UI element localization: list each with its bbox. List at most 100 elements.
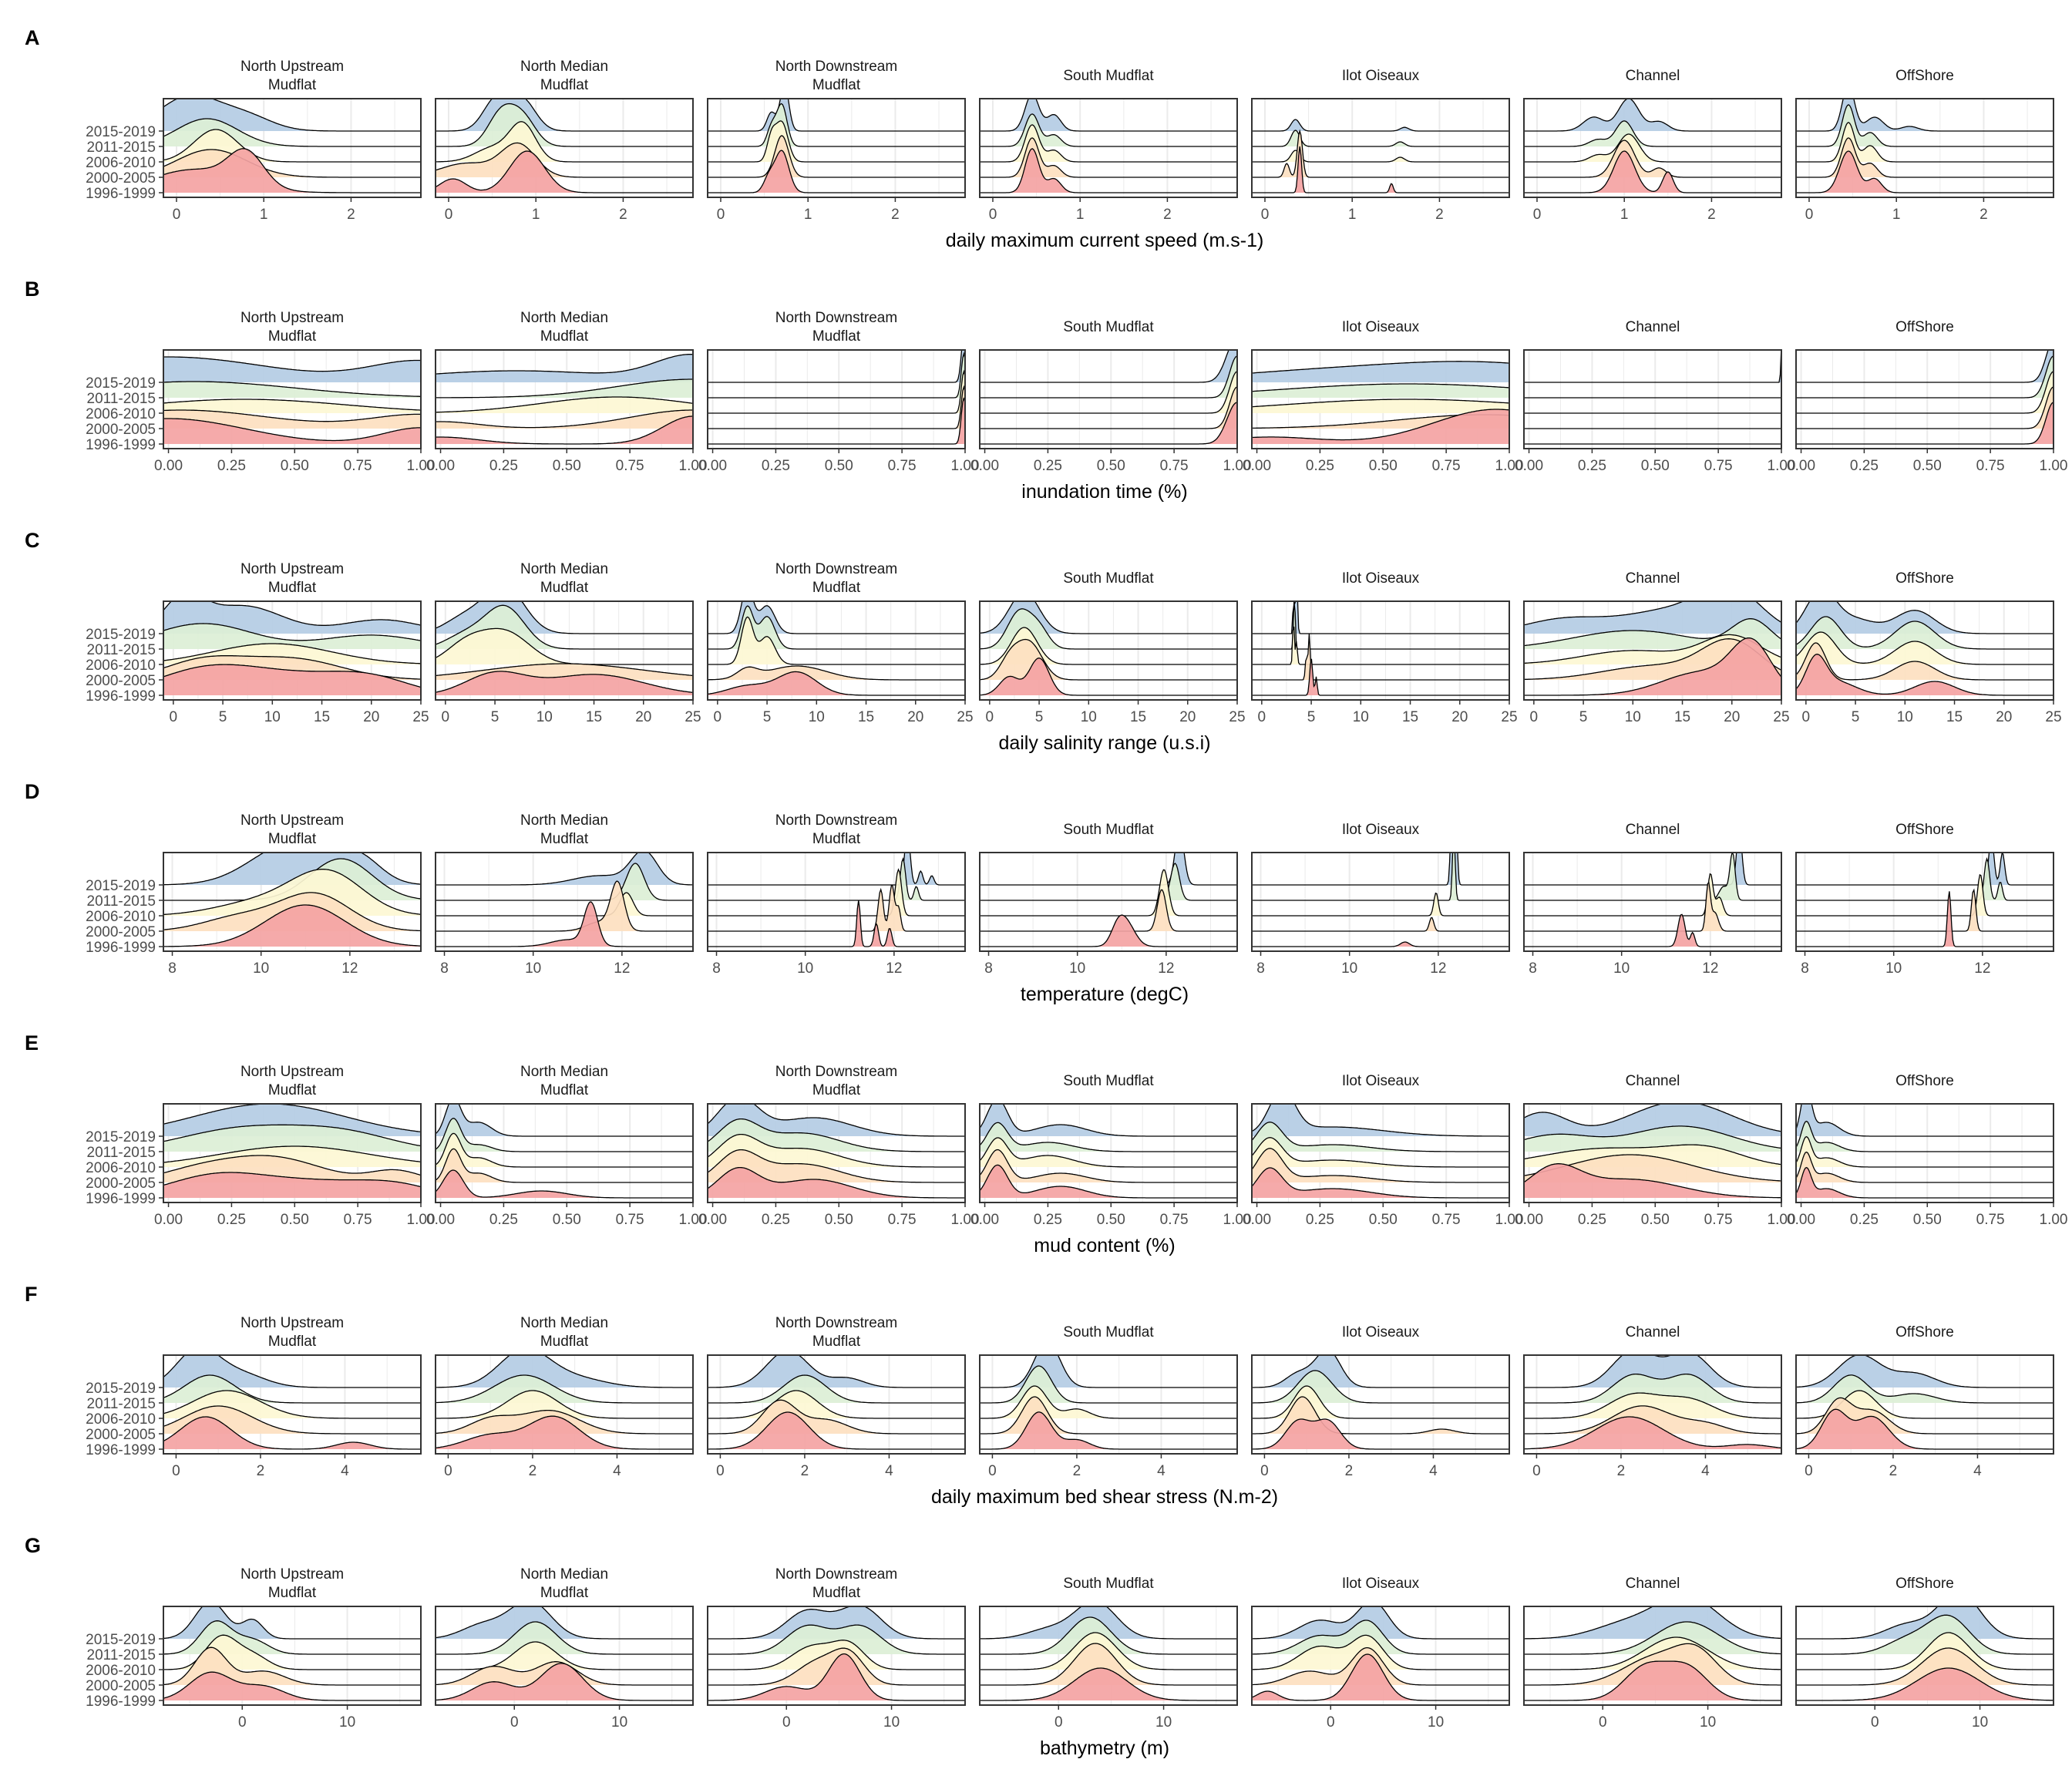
facet-strip-title: North Upstream <box>240 59 344 75</box>
ridge-line-2015-2019 <box>1252 361 1509 374</box>
y-tick-label: 1996-1999 <box>86 1694 156 1710</box>
ridge-line-2015-2019 <box>1796 1355 2054 1388</box>
panel-border <box>163 1606 422 1706</box>
ridge-line-1996-1999 <box>1796 402 2054 445</box>
facet-2: North Downstream Mudflat 0.00 0.25 0.50 0.75 1… <box>698 310 979 474</box>
facet-strip-title: OffShore <box>1895 1576 1954 1592</box>
x-tick-label: 0 <box>1327 1714 1335 1731</box>
panel-border <box>163 1354 422 1455</box>
ridge-line-2011-2015 <box>163 1124 421 1147</box>
ridge-fill-2011-2015 <box>980 863 1237 900</box>
ridge-line-2006-2010 <box>1796 873 2054 917</box>
ridge-line-1996-1999 <box>708 900 965 947</box>
panel-border <box>707 349 966 449</box>
facet-6: OffShore 8 10 12 <box>1795 822 2054 977</box>
ridge-line-2006-2010 <box>980 627 1237 665</box>
facet-strip-title: South Mudflat <box>1063 1073 1154 1089</box>
panel-border <box>1251 600 1510 701</box>
x-tick-label: 10 <box>264 709 281 725</box>
ridge-line-2006-2010 <box>980 371 1237 414</box>
panel-border <box>1795 600 2054 701</box>
x-axis-title: bathymetry (m) <box>1040 1737 1169 1759</box>
x-tick-label: 1 <box>1892 207 1901 223</box>
ridge-fill-2000-2005 <box>980 1643 1237 1685</box>
facet-3: South Mudflat 0 2 4 <box>979 1324 1238 1479</box>
facet-strip-title: Ilot Oiseaux <box>1342 1324 1420 1340</box>
facet-strip-title: North Downstream <box>775 1566 897 1583</box>
x-tick-label: 0.00 <box>426 1212 455 1228</box>
x-tick-label: 15 <box>1130 709 1146 725</box>
x-tick-label: 0.25 <box>1306 1212 1334 1228</box>
ridge-line-2015-2019 <box>163 1355 421 1388</box>
x-tick-label: 1.00 <box>1495 458 1524 474</box>
x-tick-label: 0.25 <box>1306 458 1334 474</box>
facet-6: OffShore 0 5 10 15 20 25 <box>1795 570 2062 725</box>
x-tick-label: 10 <box>525 960 541 977</box>
x-tick-label: 0.00 <box>1787 1212 1815 1228</box>
panel-letter: G <box>25 1534 41 1557</box>
ridges <box>163 1355 421 1450</box>
ridges <box>1252 361 1509 444</box>
x-tick-label: 20 <box>363 709 379 725</box>
ridge-line-2011-2015 <box>980 1616 1237 1655</box>
ridge-line-1996-1999 <box>980 1164 1237 1199</box>
ridge-line-2000-2005 <box>163 1155 421 1176</box>
ridge-fill-2006-2010 <box>1796 632 2054 664</box>
x-tick-label: 12 <box>1158 960 1174 977</box>
x-tick-label: 0.75 <box>344 1212 372 1228</box>
ridge-line-2011-2015 <box>980 863 1237 901</box>
ridge-line-2006-2010 <box>1524 634 1781 664</box>
facet-strip-title: North Median <box>520 310 608 326</box>
ridge-fill-1996-1999 <box>163 905 421 947</box>
ridge-line-2011-2015 <box>1252 1370 1509 1404</box>
panel-border <box>1251 349 1510 449</box>
ridge-line-2011-2015 <box>1252 1122 1509 1152</box>
x-tick-label: 0.50 <box>825 458 853 474</box>
facet-strip-title: Channel <box>1626 822 1680 838</box>
ridge-fill-2006-2010 <box>708 617 965 664</box>
x-tick-label: 5 <box>491 709 500 725</box>
ridge-line-1996-1999 <box>1252 1167 1509 1199</box>
ridge-fill-2000-2005 <box>436 410 693 429</box>
x-tick-label: 1 <box>1620 207 1629 223</box>
x-tick-label: 1 <box>1348 207 1357 223</box>
ridge-line-1996-1999 <box>708 397 965 445</box>
ridge-line-2015-2019 <box>708 1606 965 1640</box>
x-tick-label: 1.00 <box>1768 458 1796 474</box>
x-tick-label: 0 <box>1871 1714 1879 1731</box>
panel-border <box>1251 1606 1510 1706</box>
ridge-line-2015-2019 <box>708 1355 965 1388</box>
ridge-fill-1996-1999 <box>1252 658 1509 695</box>
ridge-line-1996-1999 <box>1252 658 1509 696</box>
panel-border <box>435 600 694 701</box>
ridge-line-2015-2019 <box>163 99 421 132</box>
ridge-fill-2011-2015 <box>1524 1374 1781 1403</box>
x-tick-label: 0.50 <box>553 458 581 474</box>
x-tick-label: 0.00 <box>154 458 183 474</box>
facet-0: North UpstreamMudflat1996-19992000-20052… <box>86 59 422 223</box>
facet-strip-title: North Downstream <box>775 812 897 829</box>
x-tick-label: 15 <box>586 709 602 725</box>
ridge-line-1996-1999 <box>1524 1660 1781 1701</box>
facet-6: OffShore 0 1 2 <box>1795 68 2054 223</box>
ridge-line-2011-2015 <box>1796 1614 2054 1655</box>
ridge-fill-2006-2010 <box>436 121 693 162</box>
ridge-fill-2006-2010 <box>1524 1393 1781 1418</box>
panel-border <box>1523 1103 1782 1203</box>
x-tick-label: 0.00 <box>1787 458 1815 474</box>
facet-strip-title: Mudflat <box>268 1585 317 1601</box>
facet-strip-title: Ilot Oiseaux <box>1342 319 1420 335</box>
facet-strip-title: Mudflat <box>812 831 861 847</box>
x-tick-label: 4 <box>1973 1463 1982 1479</box>
facet-strip-title: Mudflat <box>812 77 861 93</box>
x-tick-label: 8 <box>712 960 721 977</box>
ridge-line-2011-2015 <box>1796 1374 2054 1404</box>
ridge-line-2015-2019 <box>980 601 1237 634</box>
ridge-line-2006-2010 <box>436 1132 693 1168</box>
ridge-line-2015-2019 <box>436 354 693 375</box>
ridge-line-2006-2010 <box>1796 122 2054 163</box>
x-tick-label: 0.25 <box>762 1212 790 1228</box>
facet-1: North Median Mudflat 0 5 10 15 20 25 <box>435 561 701 725</box>
